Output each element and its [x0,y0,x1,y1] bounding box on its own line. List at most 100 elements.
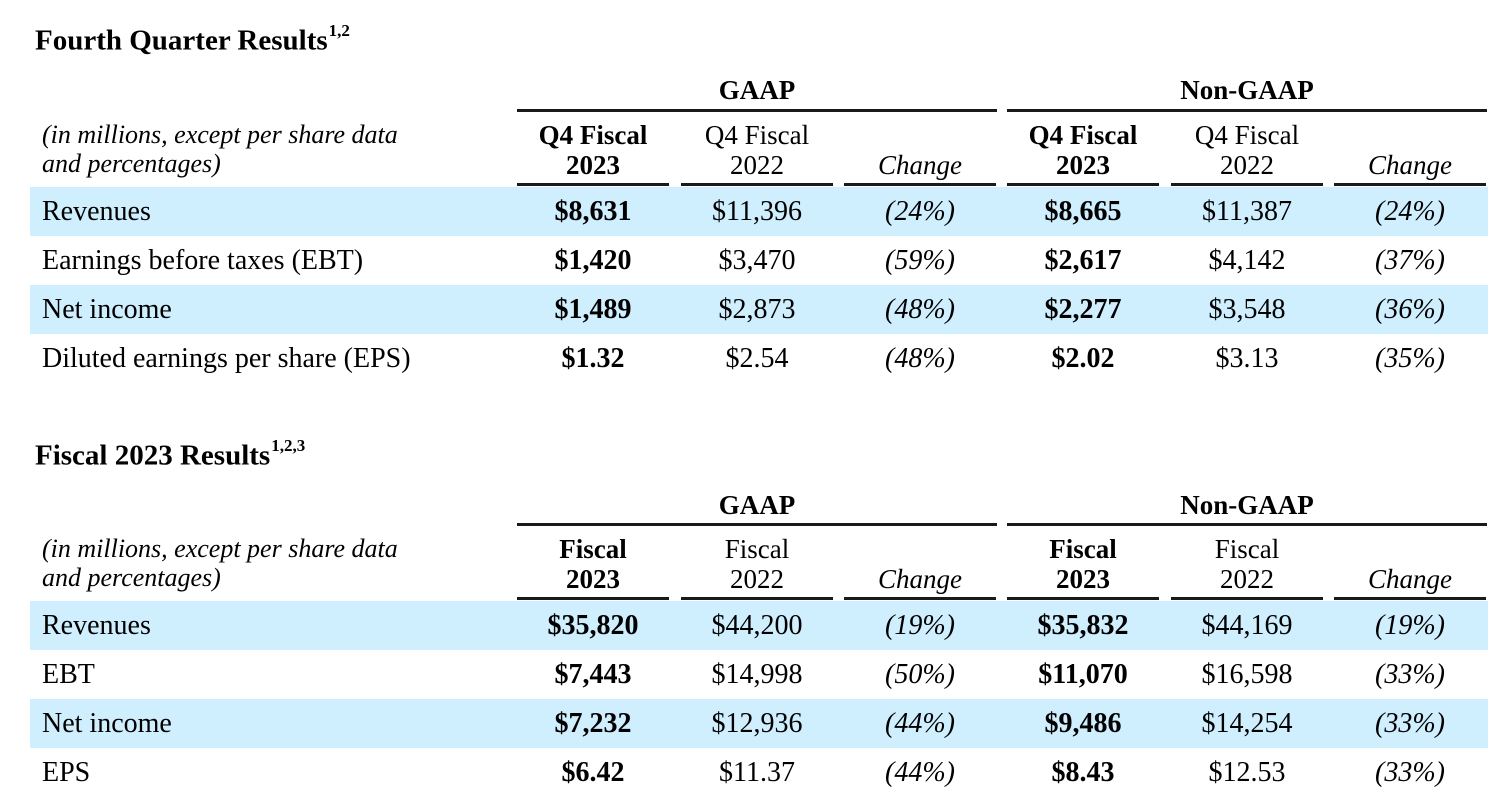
header-non-gaap-current: Q4 Fiscal 2023 [1007,120,1159,180]
non-gaap-prior-value: $12.53 [1208,757,1286,788]
header-rule [1171,597,1323,600]
non-gaap-current-value: $35,832 [1037,610,1129,641]
non-gaap-change-value: (33%) [1375,708,1445,739]
header-gaap-prior: Q4 Fiscal 2022 [681,120,833,180]
non-gaap-group-label: Non-GAAP [1180,75,1314,105]
non-gaap-prior-value: $16,598 [1201,659,1293,690]
gaap-current-value: $7,443 [554,659,632,690]
row-label: Revenues [42,610,151,641]
gaap-prior-value: $44,200 [711,610,803,641]
header-line1: Q4 Fiscal [1028,120,1138,150]
header-line1: Fiscal [1049,534,1117,564]
header-line2: 2022 [1220,150,1274,180]
header-rule [1334,597,1486,600]
gaap-change-value: (24%) [885,196,955,227]
row-label: Diluted earnings per share (EPS) [42,343,411,374]
non-gaap-current-value: $9,486 [1044,708,1122,739]
non-gaap-current-value: $11,070 [1038,659,1128,690]
header-rule [681,597,833,600]
non-gaap-prior-value: $3.13 [1215,343,1279,374]
header-line2: 2022 [730,150,784,180]
units-description: (in millions, except per share data and … [42,534,398,592]
header-rule [1007,597,1159,600]
header-line2: Change [878,564,962,594]
non-gaap-change-value: (36%) [1375,294,1445,325]
non-gaap-current-value: $8.43 [1051,757,1115,788]
gaap-current-value: $1.32 [561,343,625,374]
header-rule [1007,183,1159,186]
gaap-current-value: $8,631 [554,196,632,227]
header-line1 [844,120,996,150]
table-row: Earnings before taxes (EBT) $1,420 $3,47… [30,236,1488,285]
header-line2: 2022 [730,564,784,594]
non-gaap-group-rule [1007,109,1487,112]
gaap-group-rule [517,109,997,112]
header-line2: 2023 [566,564,620,594]
header-line1 [844,534,996,564]
header-line1: Q4 Fiscal [538,120,648,150]
gaap-prior-value: $11,396 [712,196,802,227]
gaap-current-value: $7,232 [554,708,632,739]
header-line1: Fiscal [1214,534,1280,564]
section-title: Fiscal 2023 Results1,2,3 [35,432,305,473]
header-rule [1171,183,1323,186]
header-line1: Fiscal [724,534,790,564]
header-rule [681,183,833,186]
gaap-change-value: (44%) [885,757,955,788]
header-line2: 2023 [566,150,620,180]
header-rule [1334,183,1486,186]
header-gaap-prior: Fiscal 2022 [681,534,833,594]
units-description-line2: and percentages) [42,563,221,592]
table-row: Revenues $8,631 $11,396 (24%) $8,665 $11… [30,187,1488,236]
section-title-text: Fiscal 2023 Results [35,439,271,472]
gaap-current-value: $6.42 [561,757,625,788]
gaap-prior-value: $3,470 [718,245,796,276]
header-rule [517,597,669,600]
row-label: Revenues [42,196,151,227]
header-line1: Q4 Fiscal [1194,120,1300,150]
header-line2: 2022 [1220,564,1274,594]
header-gaap-change: Change [844,120,996,180]
row-label: Net income [42,294,172,325]
gaap-current-value: $35,820 [547,610,639,641]
gaap-change-value: (48%) [885,343,955,374]
header-gaap-change: Change [844,534,996,594]
gaap-change-value: (48%) [885,294,955,325]
gaap-prior-value: $12,936 [711,708,803,739]
table-row: EBT $7,443 $14,998 (50%) $11,070 $16,598… [30,650,1488,699]
non-gaap-change-value: (33%) [1375,757,1445,788]
non-gaap-prior-value: $3,548 [1208,294,1286,325]
gaap-group-rule [517,523,997,526]
header-line2: Change [1368,564,1452,594]
gaap-change-value: (19%) [885,610,955,641]
non-gaap-prior-value: $44,169 [1201,610,1293,641]
non-gaap-change-value: (19%) [1375,610,1445,641]
header-non-gaap-change: Change [1334,534,1486,594]
units-description-line1: (in millions, except per share data [42,120,398,149]
gaap-current-value: $1,489 [554,294,632,325]
non-gaap-current-value: $8,665 [1044,196,1122,227]
non-gaap-prior-value: $4,142 [1208,245,1286,276]
units-description: (in millions, except per share data and … [42,120,398,178]
row-label: EPS [42,757,91,788]
non-gaap-change-value: (24%) [1375,196,1445,227]
section-title-text: Fourth Quarter Results [35,24,328,57]
gaap-prior-value: $11.37 [719,757,795,788]
header-non-gaap-prior: Fiscal 2022 [1171,534,1323,594]
gaap-change-value: (50%) [885,659,955,690]
header-non-gaap-change: Change [1334,120,1486,180]
header-line2: Change [1368,150,1452,180]
non-gaap-prior-value: $14,254 [1201,708,1293,739]
non-gaap-change-value: (37%) [1375,245,1445,276]
non-gaap-current-value: $2,617 [1044,245,1122,276]
non-gaap-group-label: Non-GAAP [1180,490,1314,520]
gaap-prior-value: $2.54 [725,343,789,374]
table-row: Net income $1,489 $2,873 (48%) $2,277 $3… [30,285,1488,334]
table-row: EPS $6.42 $11.37 (44%) $8.43 $12.53 (33%… [30,748,1488,797]
header-rule [844,183,996,186]
header-gaap-current: Q4 Fiscal 2023 [517,120,669,180]
table-row: Net income $7,232 $12,936 (44%) $9,486 $… [30,699,1488,748]
non-gaap-change-value: (33%) [1375,659,1445,690]
header-non-gaap-current: Fiscal 2023 [1007,534,1159,594]
header-line1: Fiscal [559,534,627,564]
